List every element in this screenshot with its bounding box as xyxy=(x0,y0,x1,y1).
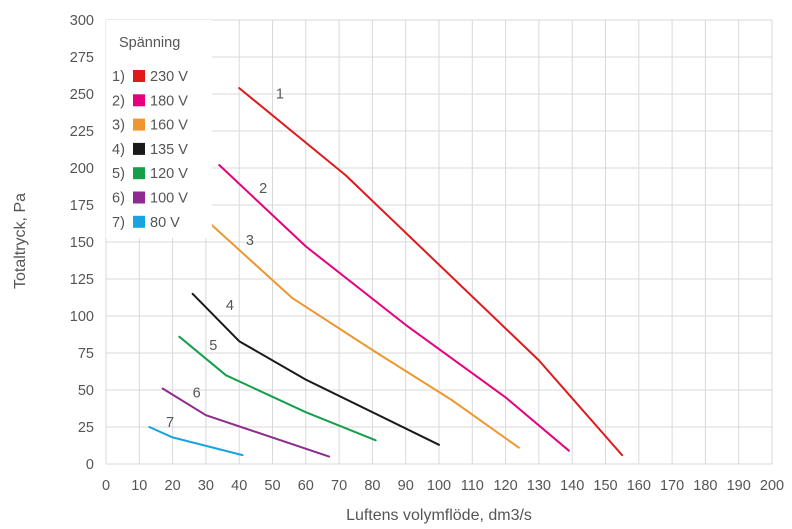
legend-index-5: 5) xyxy=(112,166,125,182)
series-line-5 xyxy=(178,335,377,442)
y-axis-title: Totaltryck, Pa xyxy=(12,193,29,289)
y-tick-label: 300 xyxy=(70,13,94,29)
x-tick-label: 160 xyxy=(627,478,651,494)
series-line-3 xyxy=(204,218,520,449)
x-tick-label: 120 xyxy=(493,478,517,494)
legend-label-2: 180 V xyxy=(150,93,188,109)
curve-label-2: 2 xyxy=(259,181,267,197)
x-tick-label: 70 xyxy=(331,478,347,494)
y-tick-label: 25 xyxy=(78,420,94,436)
x-tick-label: 200 xyxy=(760,478,784,494)
grid xyxy=(105,19,773,465)
series-lines xyxy=(148,87,624,458)
y-tick-label: 175 xyxy=(70,198,94,214)
legend-index-7: 7) xyxy=(112,215,125,231)
legend-index-6: 6) xyxy=(112,191,125,207)
legend-box xyxy=(106,20,212,238)
legend: Spänning 1) 230 V2) 180 V3) 160 V4) 135 V5) 1… xyxy=(106,20,212,238)
curve-label-1: 1 xyxy=(276,86,284,102)
y-tick-label: 150 xyxy=(70,235,94,251)
x-tick-label: 130 xyxy=(527,478,551,494)
y-tick-label: 225 xyxy=(70,124,94,140)
legend-title: Spänning xyxy=(119,35,180,51)
legend-label-4: 135 V xyxy=(150,142,188,158)
x-tick-label: 40 xyxy=(231,478,247,494)
series-line-2 xyxy=(218,164,570,452)
y-tick-label: 100 xyxy=(70,309,94,325)
legend-swatch-1 xyxy=(133,70,145,82)
legend-swatch-2 xyxy=(133,94,145,107)
y-tick-label: 50 xyxy=(78,383,94,399)
legend-index-2: 2) xyxy=(112,93,125,109)
x-tick-label: 100 xyxy=(427,478,451,494)
x-tick-label: 150 xyxy=(593,478,617,494)
x-tick-label: 80 xyxy=(364,478,380,494)
legend-swatch-7 xyxy=(133,215,145,228)
y-tick-label: 250 xyxy=(70,87,94,103)
series-line-4 xyxy=(191,292,440,446)
curve-label-6: 6 xyxy=(193,385,201,401)
legend-index-4: 4) xyxy=(112,142,125,158)
curve-label-4: 4 xyxy=(226,298,234,314)
x-tick-label: 170 xyxy=(660,478,684,494)
series-line-6 xyxy=(161,387,331,458)
legend-index-3: 3) xyxy=(112,118,125,134)
legend-label-1: 230 V xyxy=(150,69,188,85)
y-tick-label: 125 xyxy=(70,272,94,288)
x-tick-label: 20 xyxy=(165,478,181,494)
legend-items: 1) 230 V 2) 180 V 3) 160 V 4) 135 V 5) 120 V 6) 100… xyxy=(112,69,188,231)
curve-label-5: 5 xyxy=(209,338,217,354)
legend-index-1: 1) xyxy=(112,69,125,85)
legend-label-5: 120 V xyxy=(150,166,188,182)
x-tick-label: 190 xyxy=(727,478,751,494)
x-tick-label: 30 xyxy=(198,478,214,494)
y-tick-labels: 0 25 50 75 100 125 150 175 200 225 250 275 300 xyxy=(70,13,94,473)
x-tick-label: 140 xyxy=(560,478,584,494)
x-tick-label: 110 xyxy=(461,478,484,494)
x-axis-title: Luftens volymflöde, dm3/s xyxy=(346,507,532,524)
legend-swatch-5 xyxy=(133,167,145,180)
x-tick-labels: 0 10 20 30 40 50 60 70 80 90 100 110 120 130 140 150 160… xyxy=(102,478,784,494)
y-tick-label: 200 xyxy=(70,161,94,177)
x-tick-label: 60 xyxy=(298,478,314,494)
x-tick-label: 90 xyxy=(398,478,414,494)
x-tick-label: 50 xyxy=(264,478,280,494)
legend-label-6: 100 V xyxy=(150,191,188,207)
y-tick-label: 75 xyxy=(78,346,94,362)
series-line-7 xyxy=(148,426,244,457)
x-tick-label: 10 xyxy=(131,478,147,494)
legend-label-7: 80 V xyxy=(150,215,180,231)
curve-label-7: 7 xyxy=(166,415,174,431)
legend-swatch-3 xyxy=(133,118,145,131)
curve-labels: 1 2 3 4 5 6 7 xyxy=(166,86,284,431)
x-tick-label: 0 xyxy=(102,478,110,494)
y-tick-label: 275 xyxy=(70,50,94,66)
legend-swatch-4 xyxy=(133,142,145,155)
legend-label-3: 160 V xyxy=(150,118,188,134)
y-tick-label: 0 xyxy=(86,457,94,473)
curve-label-3: 3 xyxy=(246,233,254,249)
legend-swatch-6 xyxy=(133,191,145,204)
series-line-1 xyxy=(238,87,624,457)
x-tick-label: 180 xyxy=(693,478,717,494)
